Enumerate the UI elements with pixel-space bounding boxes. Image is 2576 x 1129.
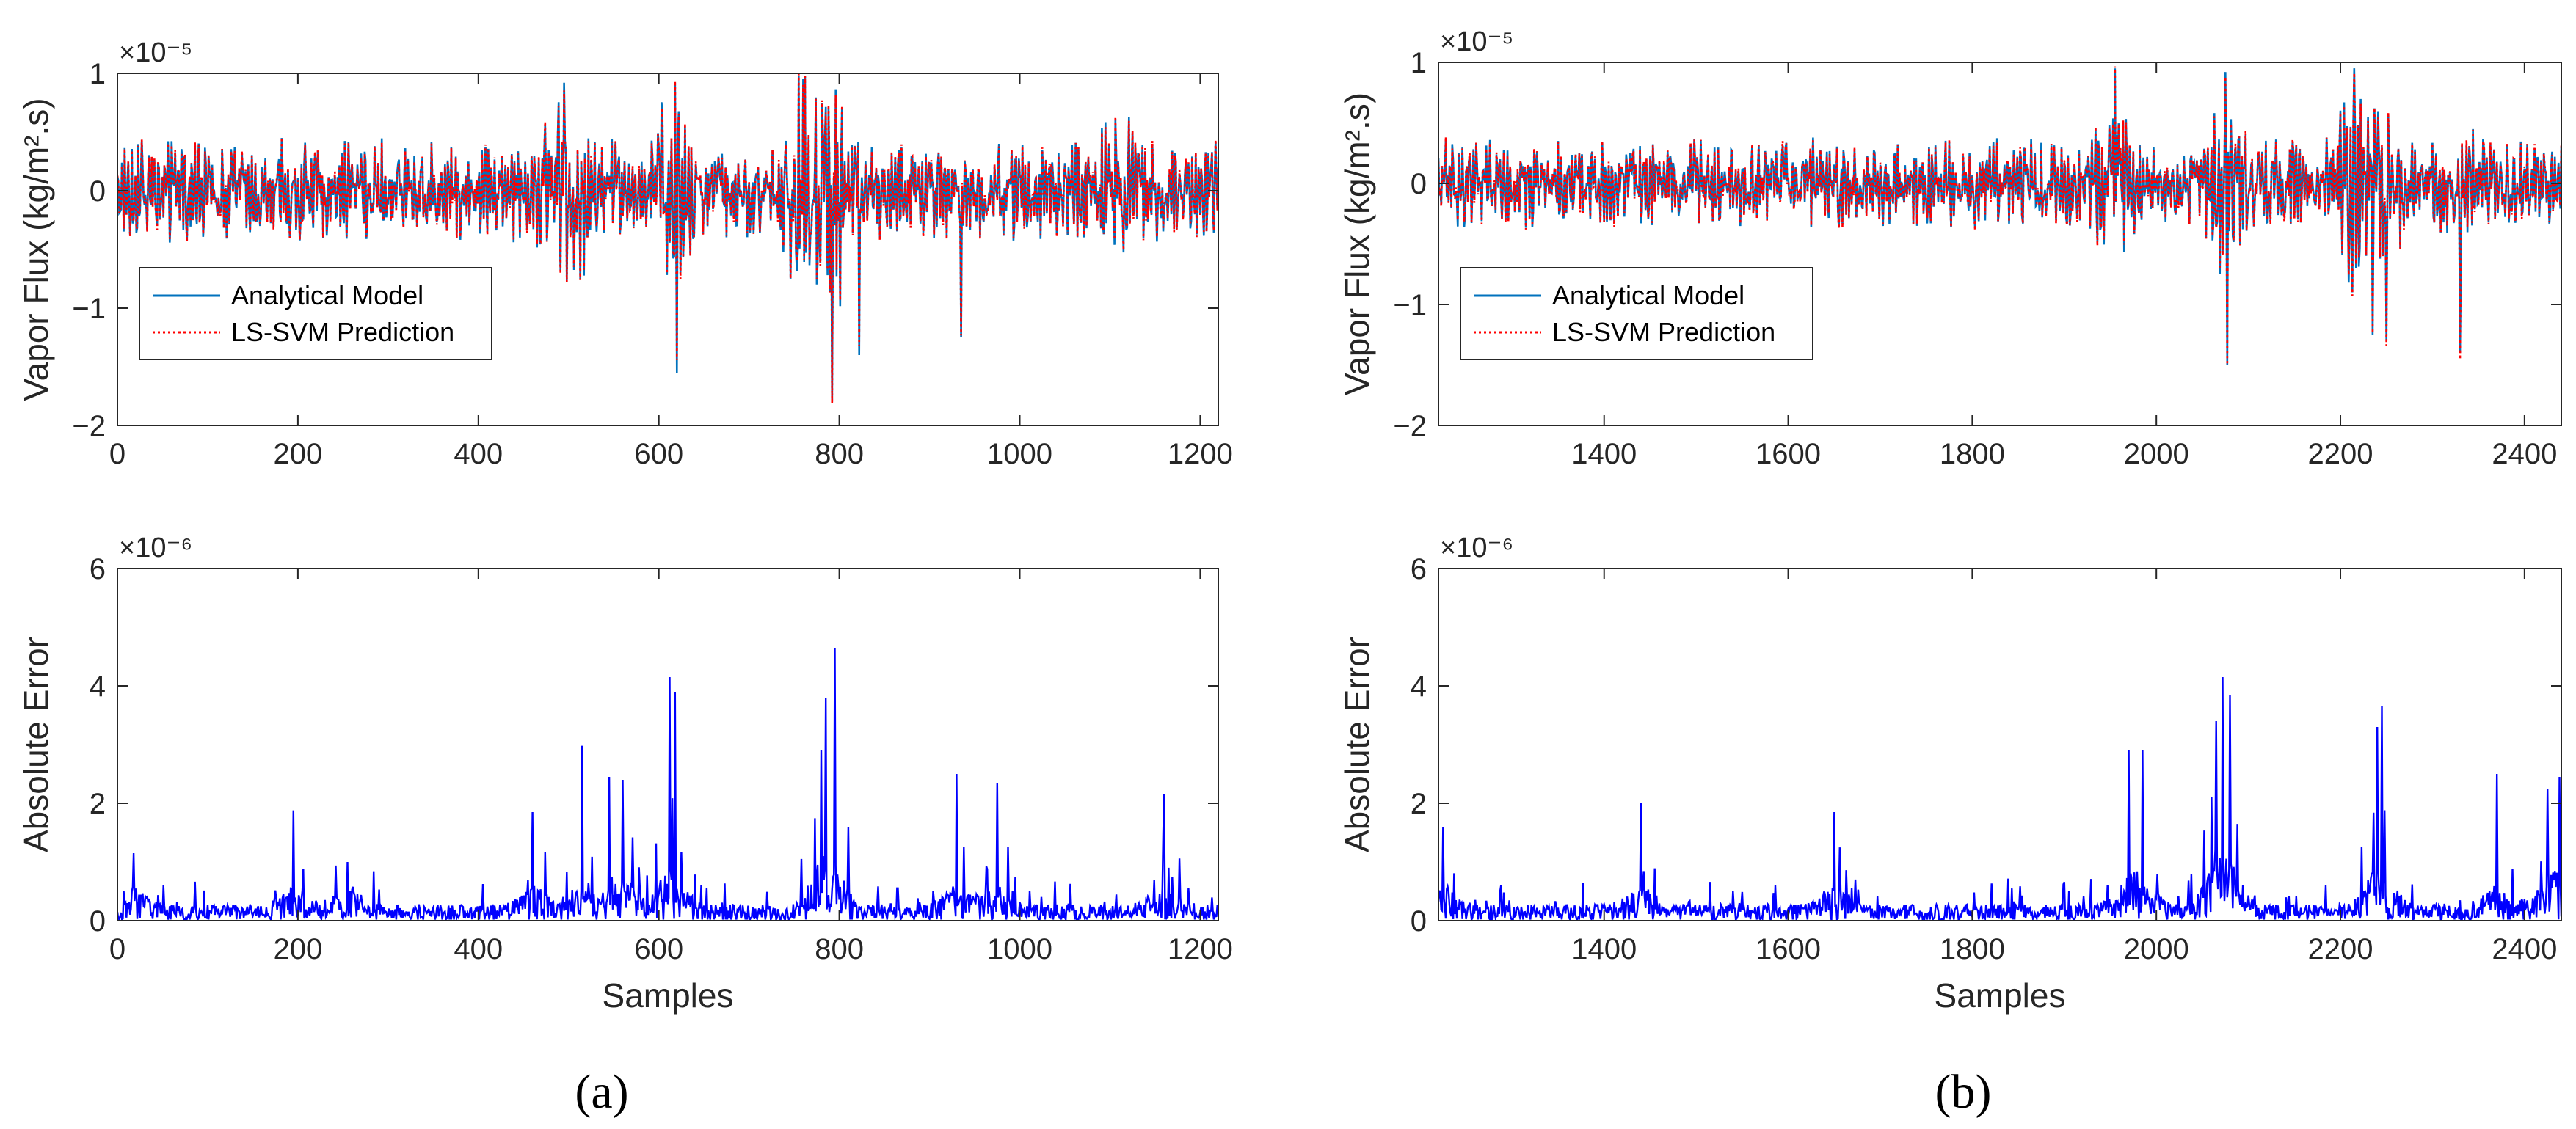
x-tick-label: 1800 [1940, 438, 2005, 470]
axes-box [117, 568, 1219, 921]
x-tick-label: 1000 [987, 933, 1052, 965]
y-tick-label: −1 [1393, 289, 1427, 321]
y-tick-label: 0 [90, 175, 106, 208]
x-tick-label: 2200 [2308, 933, 2373, 965]
series-group [117, 647, 1218, 921]
y-tick-label: 2 [90, 788, 106, 820]
y-axis-label: Vapor Flux (kg/m².s) [1338, 92, 1376, 395]
x-tick-label: 2000 [2124, 438, 2189, 470]
y-tick-label: −1 [72, 293, 106, 325]
series-group [1438, 66, 2561, 365]
series-absolute-error [117, 647, 1218, 921]
axes-box [1438, 62, 2562, 426]
series-group [1438, 676, 2561, 921]
chart-b-absolute-error: 1400 1600 1800 2000 2200 2400 0 2 4 6 ×10⁻⁶ Absolut… [1338, 533, 2562, 1015]
y-tick-label: −2 [72, 410, 106, 442]
x-axis-label: Samples [1935, 976, 2066, 1015]
chart-a-absolute-error: 0 200 400 600 800 1000 1200 0 2 4 6 ×10⁻⁶ Absolute E… [17, 533, 1233, 1015]
axes-box [117, 73, 1219, 426]
y-tick-label: 6 [90, 553, 106, 585]
legend-label: LS-SVM Prediction [1552, 317, 1775, 347]
x-axis-label: Samples [603, 976, 734, 1015]
x-tick-label: 2400 [2492, 438, 2557, 470]
y-tick-label: 2 [1411, 788, 1427, 820]
legend: Analytical Model LS-SVM Prediction [139, 267, 492, 360]
x-tick-label: 400 [454, 933, 503, 965]
plot-area [117, 569, 1218, 921]
chart-b-vapor-flux: 1400 1600 1800 2000 2200 2400 −2 −1 0 1 ×10⁻⁵ Vapor… [1338, 26, 2562, 470]
legend: Analytical Model LS-SVM Prediction [1460, 267, 1813, 360]
x-tick-label: 2400 [2492, 933, 2557, 965]
x-tick-label: 1000 [987, 438, 1052, 470]
legend-box [1460, 267, 1813, 360]
x-tick-label: 1600 [1755, 933, 1821, 965]
x-tick-label: 1200 [1168, 438, 1233, 470]
y-tick-label: 0 [1411, 168, 1427, 200]
panel-caption-b: (b) [1935, 1065, 1992, 1119]
x-tick-label: 600 [634, 933, 683, 965]
series-ls-svm-prediction [1438, 66, 2561, 365]
x-tick-label: 200 [274, 438, 323, 470]
y-tick-label: 0 [1411, 905, 1427, 938]
series-absolute-error [1438, 676, 2561, 921]
y-axis-label: Absolute Error [1338, 637, 1376, 852]
y-axis-label: Absolute Error [17, 637, 55, 852]
plot-area [1438, 62, 2561, 425]
x-tick-label: 800 [815, 438, 864, 470]
axis-exponent: ×10⁻⁶ [119, 533, 192, 563]
legend-box [139, 267, 492, 360]
x-tick-label: 1400 [1571, 933, 1637, 965]
x-tick-label: 800 [815, 933, 864, 965]
y-tick-label: 6 [1411, 553, 1427, 585]
y-tick-label: −2 [1393, 410, 1427, 442]
chart-a-vapor-flux: 0 200 400 600 800 1000 1200 −2 −1 0 1 ×10⁻⁵ Vapor Fl… [17, 37, 1233, 470]
x-tick-label: 1800 [1940, 933, 2005, 965]
plot-area [1438, 569, 2561, 921]
y-tick-label: 1 [90, 58, 106, 90]
x-tick-label: 1600 [1755, 438, 1821, 470]
legend-label: Analytical Model [1552, 280, 1744, 310]
x-tick-label: 0 [109, 438, 125, 470]
x-tick-label: 2000 [2124, 933, 2189, 965]
y-tick-label: 4 [90, 671, 106, 703]
series-group [117, 73, 1218, 404]
axis-exponent: ×10⁻⁵ [1440, 26, 1513, 57]
panel-caption-a: (a) [575, 1065, 628, 1119]
legend-label: Analytical Model [231, 280, 423, 310]
y-axis-label: Vapor Flux (kg/m².s) [17, 98, 55, 401]
y-tick-label: 1 [1411, 47, 1427, 79]
x-tick-label: 1400 [1571, 438, 1637, 470]
x-tick-label: 600 [634, 438, 683, 470]
series-ls-svm-prediction [117, 73, 1218, 404]
axis-exponent: ×10⁻⁶ [1440, 533, 1513, 563]
axis-exponent: ×10⁻⁵ [119, 37, 192, 68]
y-tick-label: 4 [1411, 671, 1427, 703]
series-analytical-model [1438, 68, 2561, 365]
x-tick-label: 2200 [2308, 438, 2373, 470]
x-tick-label: 400 [454, 438, 503, 470]
x-tick-label: 0 [109, 933, 125, 965]
axes-box [1438, 568, 2562, 921]
x-tick-label: 200 [274, 933, 323, 965]
legend-label: LS-SVM Prediction [231, 317, 454, 347]
x-tick-label: 1200 [1168, 933, 1233, 965]
y-tick-label: 0 [90, 905, 106, 938]
